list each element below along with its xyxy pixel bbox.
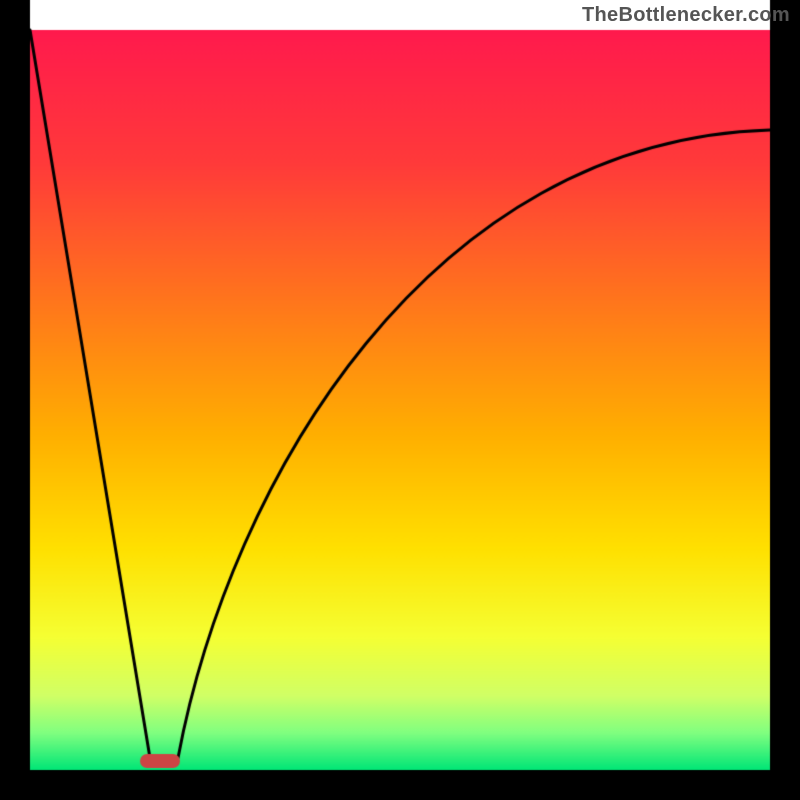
- chart-container: TheBottlenecker.com: [0, 0, 800, 800]
- bottleneck-chart-canvas: [0, 0, 800, 800]
- watermark-text: TheBottlenecker.com: [582, 4, 790, 27]
